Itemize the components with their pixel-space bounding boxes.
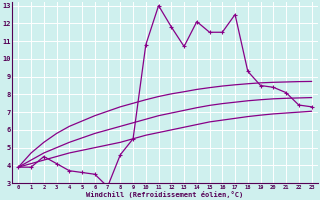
X-axis label: Windchill (Refroidissement éolien,°C): Windchill (Refroidissement éolien,°C) — [86, 191, 244, 198]
